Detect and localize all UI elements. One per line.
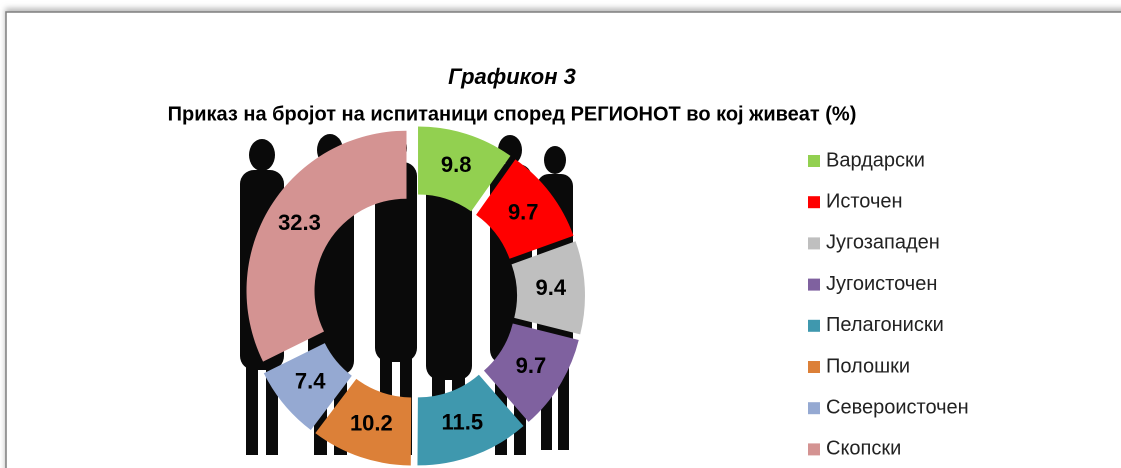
legend-swatch xyxy=(808,402,820,414)
legend-swatch xyxy=(808,361,820,373)
value-label: 9.7 xyxy=(508,199,539,224)
legend-swatch xyxy=(808,237,820,249)
legend-swatch xyxy=(808,196,820,208)
legend-swatch xyxy=(808,155,820,167)
chart-title: Графикон 3 xyxy=(448,64,576,89)
value-label: 7.4 xyxy=(295,369,326,394)
legend-swatch xyxy=(808,320,820,332)
chart-subtitle: Приказ на бројот на испитаници според РЕ… xyxy=(168,103,857,125)
legend-label: Југозападен xyxy=(826,232,940,254)
chart: Графикон 3 Приказ на бројот на испитаниц… xyxy=(0,0,1121,468)
value-label: 9.4 xyxy=(536,275,567,300)
value-label: 11.5 xyxy=(441,409,483,434)
legend-label: Пелагониски xyxy=(826,314,944,336)
value-label: 10.2 xyxy=(350,411,393,436)
legend-swatch xyxy=(808,279,820,291)
legend-label: Североисточен xyxy=(826,396,969,418)
legend-label: Полошки xyxy=(826,355,910,377)
legend-label: Вардарски xyxy=(826,149,925,171)
legend-label: Југоисточен xyxy=(826,273,937,295)
value-label: 32.3 xyxy=(278,210,321,235)
legend-swatch xyxy=(808,443,820,455)
value-label: 9.7 xyxy=(516,353,547,378)
legend-label: Скопски xyxy=(826,438,901,460)
value-label: 9.8 xyxy=(441,152,472,177)
legend-label: Источен xyxy=(826,190,903,212)
